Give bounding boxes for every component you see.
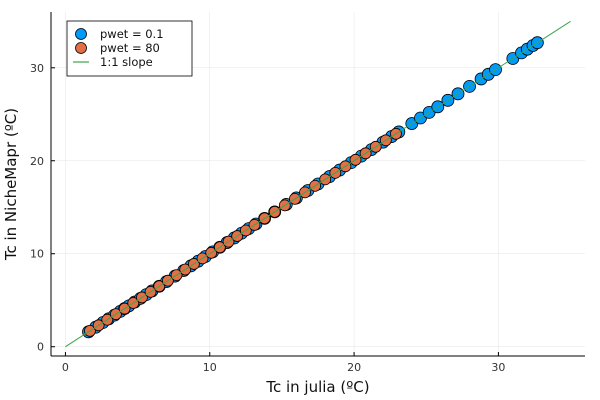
legend-entry: pwet = 0.1 [100, 27, 164, 41]
data-series [65, 20, 571, 348]
slope-line [65, 20, 571, 348]
legend-entry: 1:1 slope [100, 55, 153, 69]
x-tick-label: 10 [203, 361, 217, 374]
axes [50, 12, 585, 357]
legend-box [66, 20, 193, 77]
y-axis-label: Tc in NicheMapr (ºC) [2, 108, 20, 261]
y-tick-label: 0 [37, 341, 44, 354]
y-tick-label: 20 [30, 155, 44, 168]
y-tick-label: 10 [30, 248, 44, 261]
legend-marker [75, 42, 87, 54]
legend-marker [75, 28, 87, 40]
x-tick-label: 20 [347, 361, 361, 374]
legend-entry: pwet = 80 [100, 41, 160, 55]
x-tick-label: 30 [491, 361, 505, 374]
y-tick-label: 30 [30, 62, 44, 75]
x-axis-label: Tc in julia (ºC) [265, 378, 369, 396]
x-tick-label: 0 [62, 361, 69, 374]
tick-labels: 0 10 20 30 0 10 20 30 [30, 62, 505, 374]
